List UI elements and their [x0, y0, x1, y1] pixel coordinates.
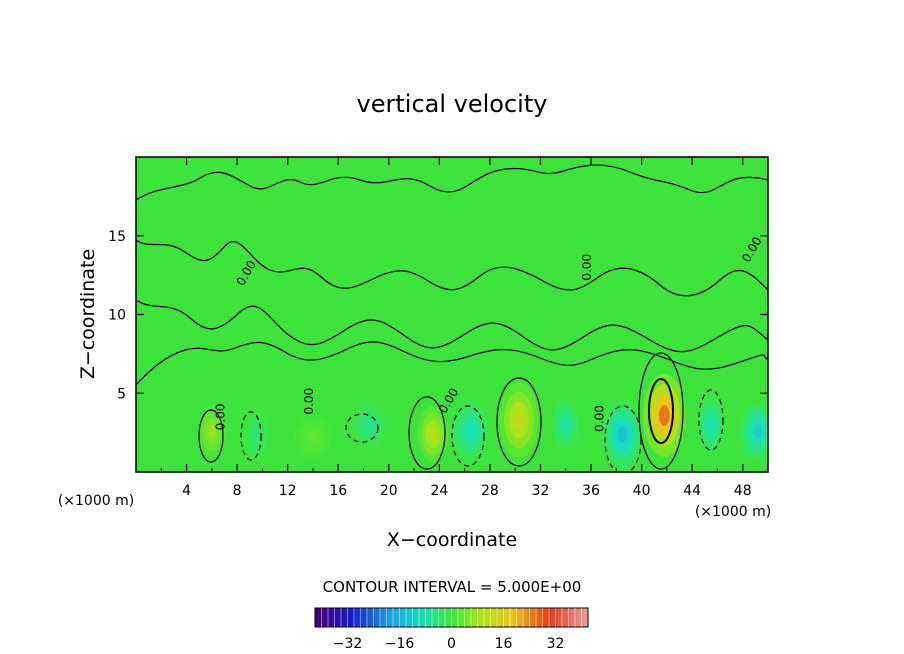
velocity-cell	[659, 404, 670, 426]
x-tick-label: 48	[734, 483, 752, 499]
x-tick-label: 40	[633, 483, 651, 499]
contour-line	[136, 164, 768, 201]
plot-area: 0.000.000.00 0.000.000.000.00	[136, 157, 768, 472]
colorbar-tick-label: 0	[447, 636, 456, 652]
velocity-cell	[707, 417, 715, 432]
contour-line	[198, 409, 224, 463]
contour-lines	[136, 164, 768, 472]
x-axis: 4 8 12 16 20 24 28 32 36 40 44 48	[160, 157, 752, 499]
y-tick-label: 5	[117, 386, 126, 402]
velocity-cells	[198, 373, 768, 469]
x-axis-title: X−coordinate	[387, 529, 517, 551]
contour-interval-text: CONTOUR INTERVAL = 5.000E+00	[323, 578, 582, 596]
contour-line	[408, 396, 446, 470]
x-tick-label: 44	[683, 483, 701, 499]
colorbar: −32 −16 0 16 32	[314, 607, 589, 652]
velocity-cell	[208, 424, 216, 438]
contour-line	[451, 405, 485, 467]
x-tick-label: 24	[430, 483, 448, 499]
x-tick-label: 16	[329, 483, 347, 499]
x-tick-label: 28	[481, 483, 499, 499]
colorbar-gradient	[314, 607, 589, 628]
y-axis: 5 10 15	[108, 229, 768, 402]
x-tick-label: 20	[380, 483, 398, 499]
colorbar-tick-label: 16	[495, 636, 513, 652]
contour-line	[345, 413, 379, 443]
velocity-cell	[562, 418, 570, 431]
velocity-cell	[514, 410, 524, 430]
contour-label: 0.00	[593, 405, 607, 432]
contour-line	[604, 405, 642, 472]
x-axis-unit-label: (×1000 m)	[695, 504, 771, 520]
x-tick-label: 36	[582, 483, 600, 499]
colorbar-segments	[321, 608, 582, 627]
velocity-cell	[466, 423, 476, 439]
x-tick-label: 4	[182, 483, 191, 499]
y-tick-label: 15	[108, 229, 126, 245]
contour-line	[638, 352, 684, 470]
velocity-cell	[617, 425, 628, 443]
colorbar-tick-label: 32	[547, 636, 565, 652]
colorbar-tick-label: −16	[385, 636, 415, 652]
velocity-cell	[253, 428, 260, 441]
y-tick-label: 10	[108, 308, 126, 324]
contour-line	[240, 411, 262, 461]
chart-title: vertical velocity	[357, 90, 548, 118]
contour-label: 0.00	[580, 254, 594, 281]
contour-line	[136, 341, 768, 386]
colorbar-labels: −32 −16 0 16 32	[333, 636, 565, 652]
x-tick-label: 12	[279, 483, 297, 499]
x-tick-label: 32	[532, 483, 550, 499]
y-axis-title: Z−coordinate	[77, 249, 99, 379]
velocity-cell	[365, 419, 375, 431]
velocity-cell	[429, 427, 437, 442]
velocity-cell	[308, 431, 318, 444]
colorbar-tick-label: −32	[333, 636, 363, 652]
contour-line	[648, 378, 674, 444]
contour-line	[496, 377, 542, 467]
contour-line	[136, 299, 768, 353]
contour-label: 0.00	[302, 388, 316, 415]
contour-line	[136, 239, 768, 297]
x-tick-label: 8	[233, 483, 242, 499]
x-origin-unit-label: (×1000 m)	[58, 493, 134, 509]
velocity-cell	[753, 423, 763, 439]
contour-line	[698, 389, 724, 451]
contour-label: 0.00	[213, 404, 227, 431]
